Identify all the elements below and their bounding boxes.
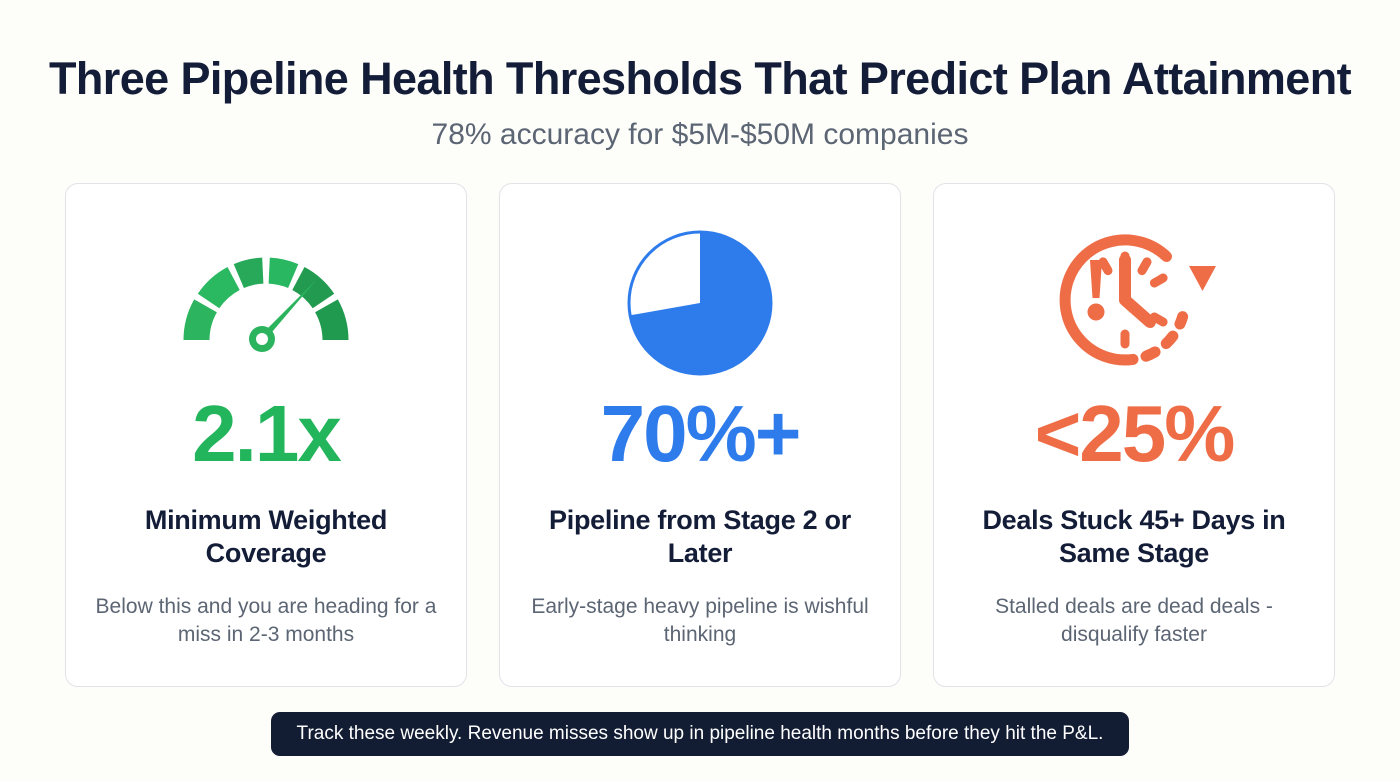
card-description: Below this and you are heading for a mis… — [95, 595, 437, 646]
clock-alert-icon — [1059, 234, 1216, 365]
card-icon-container — [1047, 218, 1222, 388]
card-icon-container — [620, 218, 780, 388]
card-title: Deals Stuck 45+ Days in Same Stage — [982, 504, 1286, 568]
page-title: Three Pipeline Health Thresholds That Pr… — [49, 53, 1352, 104]
exclamation-mark — [1087, 259, 1104, 321]
pie-chart-icon — [627, 230, 773, 376]
page-subtitle: 78% accuracy for $5M-$50M companies — [431, 117, 969, 151]
arrow-head-icon — [1188, 265, 1216, 291]
footer-note: Track these weekly. Revenue misses show … — [270, 711, 1130, 757]
card-stat-value: 70%+ — [600, 388, 802, 478]
card-title: Minimum Weighted Coverage — [144, 504, 388, 568]
card-stat-value: 2.1x — [192, 388, 342, 478]
footer: Track these weekly. Revenue misses show … — [0, 711, 1400, 757]
card-icon-container — [181, 218, 351, 388]
threshold-card[interactable]: 2.1x Minimum Weighted Coverage Below thi… — [65, 182, 467, 687]
card-description: Early-stage heavy pipeline is wishful th… — [531, 595, 869, 646]
header: Three Pipeline Health Thresholds That Pr… — [0, 0, 1400, 151]
card-stat-value: <25% — [1034, 388, 1236, 478]
threshold-card[interactable]: 70%+ Pipeline from Stage 2 or Later Earl… — [499, 182, 901, 687]
threshold-card[interactable]: <25% Deals Stuck 45+ Days in Same Stage … — [933, 182, 1335, 687]
card-description: Stalled deals are dead deals - disqualif… — [995, 595, 1273, 646]
card-title: Pipeline from Stage 2 or Later — [549, 504, 851, 568]
gauge-icon — [183, 257, 349, 352]
threshold-card-list: 2.1x Minimum Weighted Coverage Below thi… — [65, 182, 1335, 687]
